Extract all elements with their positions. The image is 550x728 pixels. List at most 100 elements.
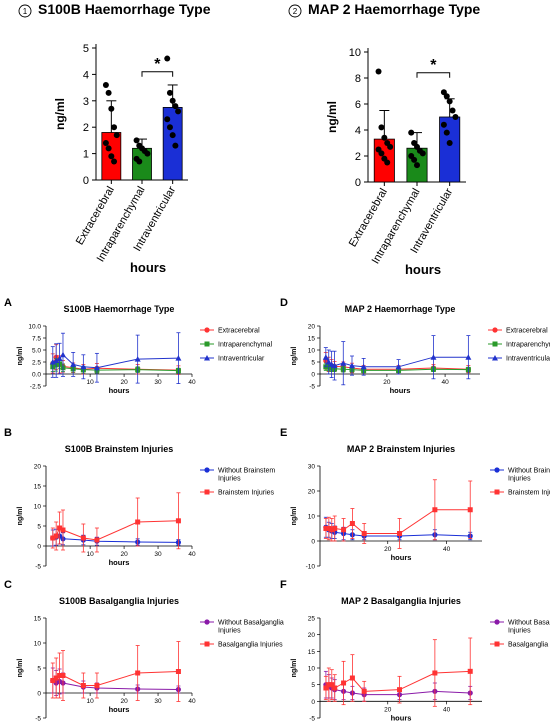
data-point [349, 362, 355, 369]
y-tick-label: 15 [308, 649, 316, 656]
data-point [494, 489, 500, 495]
data-point [175, 108, 182, 115]
data-point [53, 675, 59, 681]
data-point [408, 129, 415, 136]
legend-label: Intraparenchymal [218, 342, 273, 349]
data-point [108, 105, 115, 112]
data-point [492, 341, 498, 347]
data-point [144, 150, 151, 157]
data-point [49, 359, 56, 365]
data-point [204, 341, 210, 347]
chart-title: S100B Basalganglia Injuries [59, 596, 179, 606]
data-point [111, 124, 118, 131]
data-point [135, 670, 141, 676]
chart-title: MAP 2 Haemorrhage Type [308, 1, 480, 17]
data-point [60, 673, 66, 678]
series-1 [323, 637, 473, 707]
data-point [204, 619, 210, 625]
data-point [381, 134, 388, 141]
data-point [93, 364, 100, 371]
significance-bracket [416, 72, 451, 78]
data-point [56, 355, 63, 362]
legend-entry: Extracerebral [200, 327, 260, 335]
data-point [349, 675, 355, 681]
legend-entry: Intraventricular [488, 355, 550, 363]
significance-star: * [430, 57, 437, 74]
chart-pE: E MAP 2 Brainstem Injuries -10 0 10 20 30 20 40 n… [280, 427, 550, 571]
legend-label: Intraventricular [506, 356, 550, 363]
data-point [94, 683, 100, 688]
chart-pF: F MAP 2 Basalganglia Injuries -5 0 5 10 15 20 25… [280, 579, 550, 723]
data-point [452, 114, 459, 120]
legend-label: Extracerebral [506, 328, 548, 335]
legend-label: Extracerebral [218, 328, 260, 335]
series-1 [323, 479, 473, 549]
y-tick-label: 2 [355, 151, 361, 163]
legend-label: Intraventricular [218, 356, 265, 363]
y-tick-label: 0 [37, 691, 41, 698]
panel-label: C [4, 579, 12, 591]
chart-pA: A S100B Haemorrhage Type -2.5 0.0 2.5 5.0 7.5 1… [4, 297, 273, 395]
y-tick-label: 3 [83, 96, 89, 108]
y-tick-label: 15 [308, 336, 316, 343]
x-tick-label: 10 [87, 698, 95, 705]
y-tick-label: 20 [34, 464, 42, 471]
data-point [323, 526, 329, 531]
x-axis-label: hours [391, 553, 412, 562]
y-tick-label: 15 [34, 484, 42, 491]
legend-label: Injuries [218, 628, 241, 635]
y-tick-label: 10.0 [28, 324, 41, 331]
y-tick-label: 0.0 [32, 372, 41, 379]
data-point [204, 489, 210, 495]
series-line [52, 520, 179, 541]
y-tick-label: -5 [309, 384, 315, 391]
data-point [102, 81, 109, 88]
data-point [331, 362, 338, 369]
y-axis-label: ng/ml [53, 98, 67, 130]
data-point [465, 354, 472, 360]
data-point [323, 685, 329, 691]
y-tick-label: 20 [308, 324, 316, 331]
data-point [102, 140, 109, 147]
y-tick-label: 10 [308, 348, 316, 355]
data-point [349, 521, 355, 526]
data-point [378, 150, 385, 157]
legend-label: Basalganglia Injuries [508, 642, 550, 649]
data-point [361, 688, 367, 694]
chart-p1: 1 S100B Haemorrhage Type012345ng/mlExtrac… [18, 1, 211, 275]
y-tick-label: 10 [308, 666, 316, 673]
data-point [50, 535, 56, 541]
panel-label: 1 [23, 7, 28, 16]
y-tick-label: -5 [35, 564, 41, 571]
data-point [387, 143, 394, 150]
y-tick-label: 6 [355, 99, 361, 111]
data-point [53, 533, 59, 539]
data-point [360, 363, 367, 370]
x-tick-label: 40 [441, 379, 449, 386]
chart-p2: 2 MAP 2 Haemorrhage Type0246810ng/mlExtra… [288, 1, 480, 277]
y-tick-label: 0 [83, 175, 89, 187]
data-point [378, 124, 385, 131]
legend-label: Without Brainstem [218, 468, 275, 475]
data-point [108, 153, 115, 160]
series-1 [50, 641, 181, 702]
data-point [440, 121, 447, 128]
series-1 [50, 492, 181, 553]
y-tick-label: 0 [37, 544, 41, 551]
data-point [57, 673, 63, 678]
y-tick-label: 15 [34, 616, 42, 623]
y-tick-label: 0 [355, 177, 361, 189]
chart-pB: B S100B Brainstem Injuries -5 0 5 10 15 20 10 20 3… [4, 427, 275, 571]
y-tick-label: 5 [311, 360, 315, 367]
data-point [164, 116, 171, 123]
y-tick-label: 2.5 [32, 360, 41, 367]
y-tick-label: 0 [311, 699, 315, 706]
series-2 [322, 335, 472, 386]
x-tick-label: 20 [120, 698, 128, 705]
data-point [414, 162, 420, 169]
chart-pC: C S100B Basalganglia Injuries -5 0 5 10 15 10 20… [4, 579, 284, 723]
data-point [397, 531, 403, 536]
panel-label: D [280, 297, 288, 309]
data-point [204, 327, 210, 333]
